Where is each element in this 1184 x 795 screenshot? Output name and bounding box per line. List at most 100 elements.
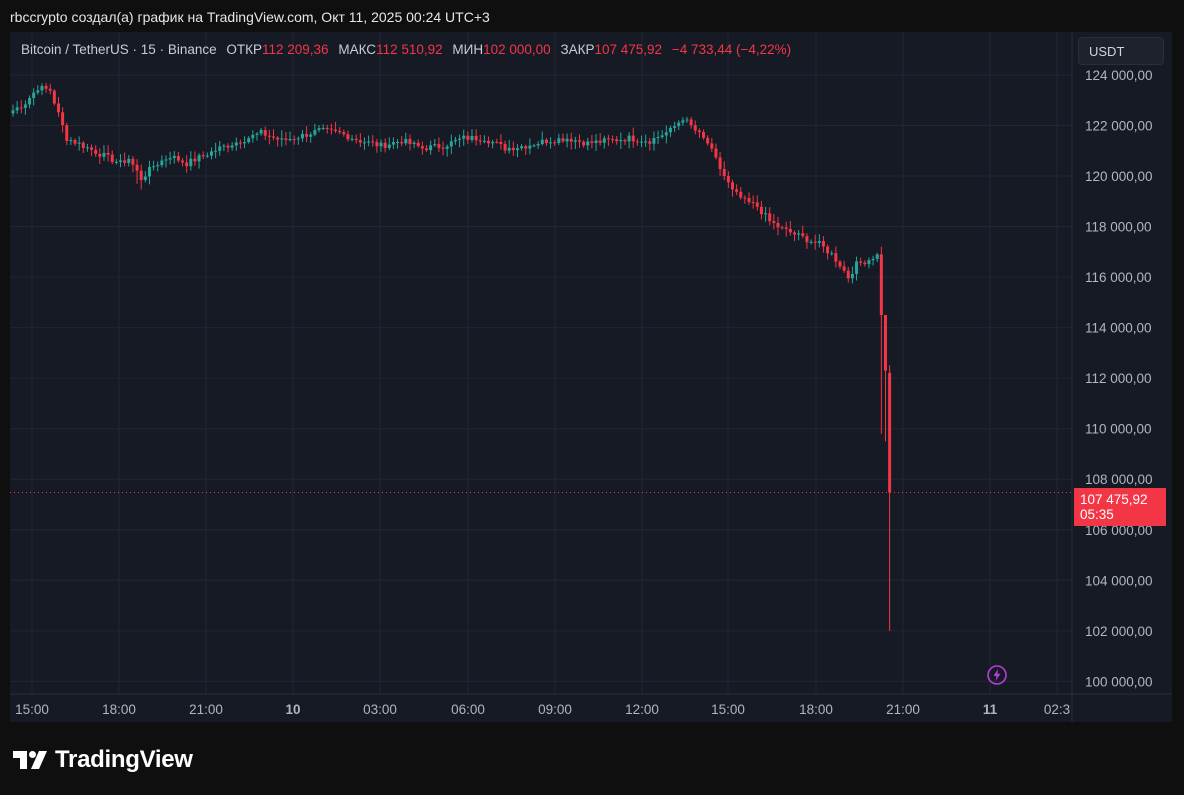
candle-body [362, 142, 366, 144]
candle-body [784, 227, 788, 229]
candle-body [391, 142, 395, 145]
candle-body [772, 221, 776, 224]
candle-body [371, 141, 375, 143]
candle-body [528, 145, 532, 149]
candle-body [735, 189, 739, 192]
candle-body [495, 141, 499, 143]
x-tick-label: 11 [983, 702, 998, 717]
candle-body [685, 119, 689, 121]
candle-body [478, 140, 482, 142]
candle-body [350, 138, 354, 140]
candle-body [85, 147, 89, 149]
candle-body [681, 120, 685, 123]
symbol-name[interactable]: Bitcoin / TetherUS · 15 · Binance [21, 42, 217, 57]
candle-body [602, 138, 606, 143]
candle-body [56, 103, 60, 113]
candle-body [81, 142, 85, 148]
candle-body [292, 139, 296, 141]
candle-body [437, 144, 441, 148]
candle-body [143, 176, 147, 180]
candle-body [631, 135, 635, 142]
candle-body [693, 125, 697, 131]
x-tick-label: 09:00 [538, 702, 572, 717]
candle-body [408, 138, 412, 144]
candles [10, 82, 1072, 631]
candle-body [644, 141, 648, 143]
candle-body [32, 92, 36, 99]
candle-body [23, 104, 27, 108]
candle-body [19, 107, 23, 109]
candle-body [859, 261, 863, 263]
last-price-value: 107 475,92 [1080, 492, 1148, 507]
candle-body [40, 85, 44, 91]
candle-body [226, 145, 230, 148]
candle-body [259, 130, 263, 134]
candle-body [147, 166, 151, 177]
candle-body [325, 127, 329, 129]
candle-body [119, 160, 123, 162]
candle-body [77, 142, 81, 144]
candle-body [383, 142, 387, 148]
candle-body [404, 138, 408, 144]
candle-body [338, 130, 342, 133]
candle-body [830, 253, 834, 255]
candle-body [730, 182, 734, 190]
y-tick-label: 104 000,00 [1085, 573, 1153, 588]
candle-body [168, 158, 172, 160]
candle-body [821, 241, 825, 247]
x-tick-label: 03:00 [363, 702, 397, 717]
candlestick-chart[interactable]: 124 000,00 122 000,00 120 000,00 118 000,00… [10, 32, 1172, 722]
currency-button[interactable]: USDT [1078, 37, 1164, 65]
x-tick-label: 15:00 [15, 702, 49, 717]
candle-body [834, 253, 838, 262]
candle-body [36, 90, 40, 93]
x-tick-label: 06:00 [451, 702, 485, 717]
candle-body [470, 135, 474, 140]
candle-body [710, 143, 714, 149]
candle-body [466, 135, 470, 140]
chart-panel[interactable]: 124 000,00 122 000,00 120 000,00 118 000,00… [10, 32, 1172, 722]
high-value: 112 510,92 [376, 42, 443, 57]
candle-body [416, 142, 420, 147]
y-tick-label: 122 000,00 [1085, 118, 1153, 133]
candle-body [776, 223, 780, 228]
candle-body [234, 142, 238, 146]
candle-body [110, 154, 114, 163]
candle-body [524, 146, 528, 149]
candle-body [759, 206, 763, 215]
candle-body [573, 140, 577, 142]
candle-body [420, 146, 424, 149]
candle-body [623, 140, 627, 142]
candle-body [139, 170, 143, 180]
candle-body [826, 246, 830, 254]
candle-body [619, 140, 623, 142]
candle-body [449, 141, 453, 147]
candle-body [205, 155, 209, 157]
candle-body [152, 166, 156, 168]
candle-body [342, 132, 346, 135]
candle-body [334, 129, 338, 131]
y-tick-label: 102 000,00 [1085, 624, 1153, 639]
tradingview-logo: TradingView [13, 745, 193, 775]
candle-body [867, 260, 871, 265]
candle-body [764, 213, 768, 215]
candle-body [400, 142, 404, 144]
candle-body [863, 262, 867, 265]
candle-body [743, 197, 747, 199]
candle-body [879, 254, 883, 315]
candle-body [230, 145, 234, 148]
y-tick-label: 114 000,00 [1085, 321, 1152, 336]
candle-body [300, 133, 304, 139]
candle-body [69, 140, 73, 142]
candle-body [544, 139, 548, 144]
candle-body [751, 202, 755, 204]
candle-body [98, 153, 102, 157]
candle-body [61, 112, 65, 126]
candle-body [247, 138, 251, 143]
candle-body [379, 142, 383, 147]
change-value: −4 733,44 (−4,22%) [671, 42, 792, 57]
lightning-icon[interactable] [987, 665, 1007, 685]
candle-body [805, 236, 809, 243]
candle-body [317, 128, 321, 131]
y-tick-label: 108 000,00 [1085, 472, 1153, 487]
